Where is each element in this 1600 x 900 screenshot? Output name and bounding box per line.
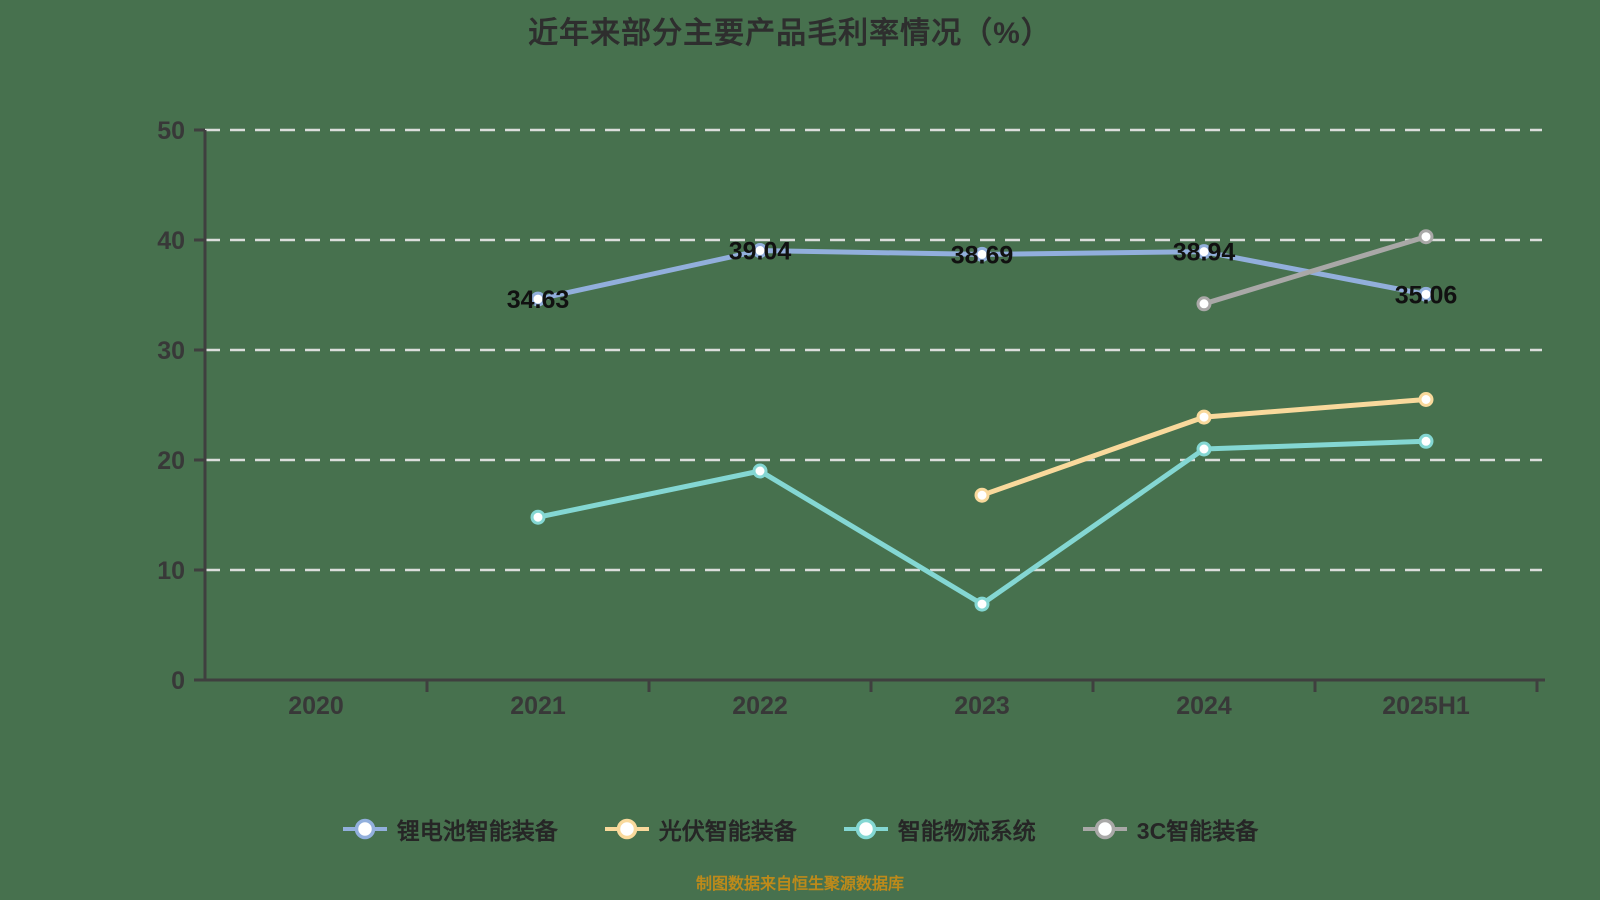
data-point: [1418, 433, 1434, 449]
y-axis-label: 10: [157, 557, 185, 585]
data-point-label: 35.06: [1395, 281, 1458, 309]
data-point: [1418, 229, 1434, 245]
data-point: [974, 596, 990, 612]
data-point: [530, 509, 546, 525]
x-axis-label: 2025H1: [1382, 692, 1470, 720]
x-axis-label: 2020: [288, 692, 344, 720]
legend-label: 光伏智能装备: [658, 818, 797, 844]
data-point: [1196, 244, 1212, 260]
data-point-label: 38.69: [951, 241, 1014, 269]
data-point: [1418, 392, 1434, 407]
data-point: [974, 487, 990, 503]
data-point-label: 39.04: [729, 238, 792, 266]
data-point: [752, 243, 768, 259]
x-axis-label: 2024: [1176, 692, 1232, 720]
chart-legend: 锂电池智能装备 光伏智能装备 智能物流系统 3C智能装备: [0, 812, 1600, 846]
y-axis-label: 40: [157, 227, 185, 255]
legend-marker-icon: [604, 818, 649, 840]
data-point: [752, 463, 768, 479]
legend-marker-icon: [342, 818, 387, 840]
chart-title: 近年来部分主要产品毛利率情况（%）: [528, 17, 1052, 50]
data-point: [974, 246, 990, 262]
legend-item-0[interactable]: 锂电池智能装备: [342, 812, 558, 846]
y-axis-label: 20: [157, 447, 185, 475]
legend-label: 智能物流系统: [897, 818, 1036, 844]
y-axis-label: 30: [157, 337, 185, 365]
data-point: [1196, 296, 1212, 312]
data-point: [1418, 286, 1434, 302]
data-point: [1196, 441, 1212, 457]
data-source-note: 制图数据来自恒生聚源数据库: [695, 876, 904, 893]
legend-label: 3C智能装备: [1136, 818, 1259, 844]
x-axis-label: 2023: [954, 692, 1010, 720]
data-point-label: 38.94: [1173, 239, 1236, 267]
legend-item-3[interactable]: 3C智能装备: [1082, 812, 1258, 846]
x-axis-label: 2022: [732, 692, 788, 720]
x-axis-label: 2021: [510, 692, 566, 720]
legend-item-1[interactable]: 光伏智能装备: [604, 812, 797, 846]
legend-marker-icon: [1082, 818, 1127, 840]
y-axis-label: 0: [171, 667, 185, 695]
y-axis-label: 50: [157, 117, 185, 145]
legend-item-2[interactable]: 智能物流系统: [843, 812, 1036, 846]
series-line-3: [1201, 234, 1429, 307]
legend-label: 锂电池智能装备: [396, 818, 558, 844]
legend-marker-icon: [843, 818, 888, 840]
data-point: [530, 291, 546, 307]
data-point: [1196, 409, 1212, 425]
data-point-label: 34.63: [507, 286, 570, 314]
series-line-2: [535, 438, 1429, 607]
